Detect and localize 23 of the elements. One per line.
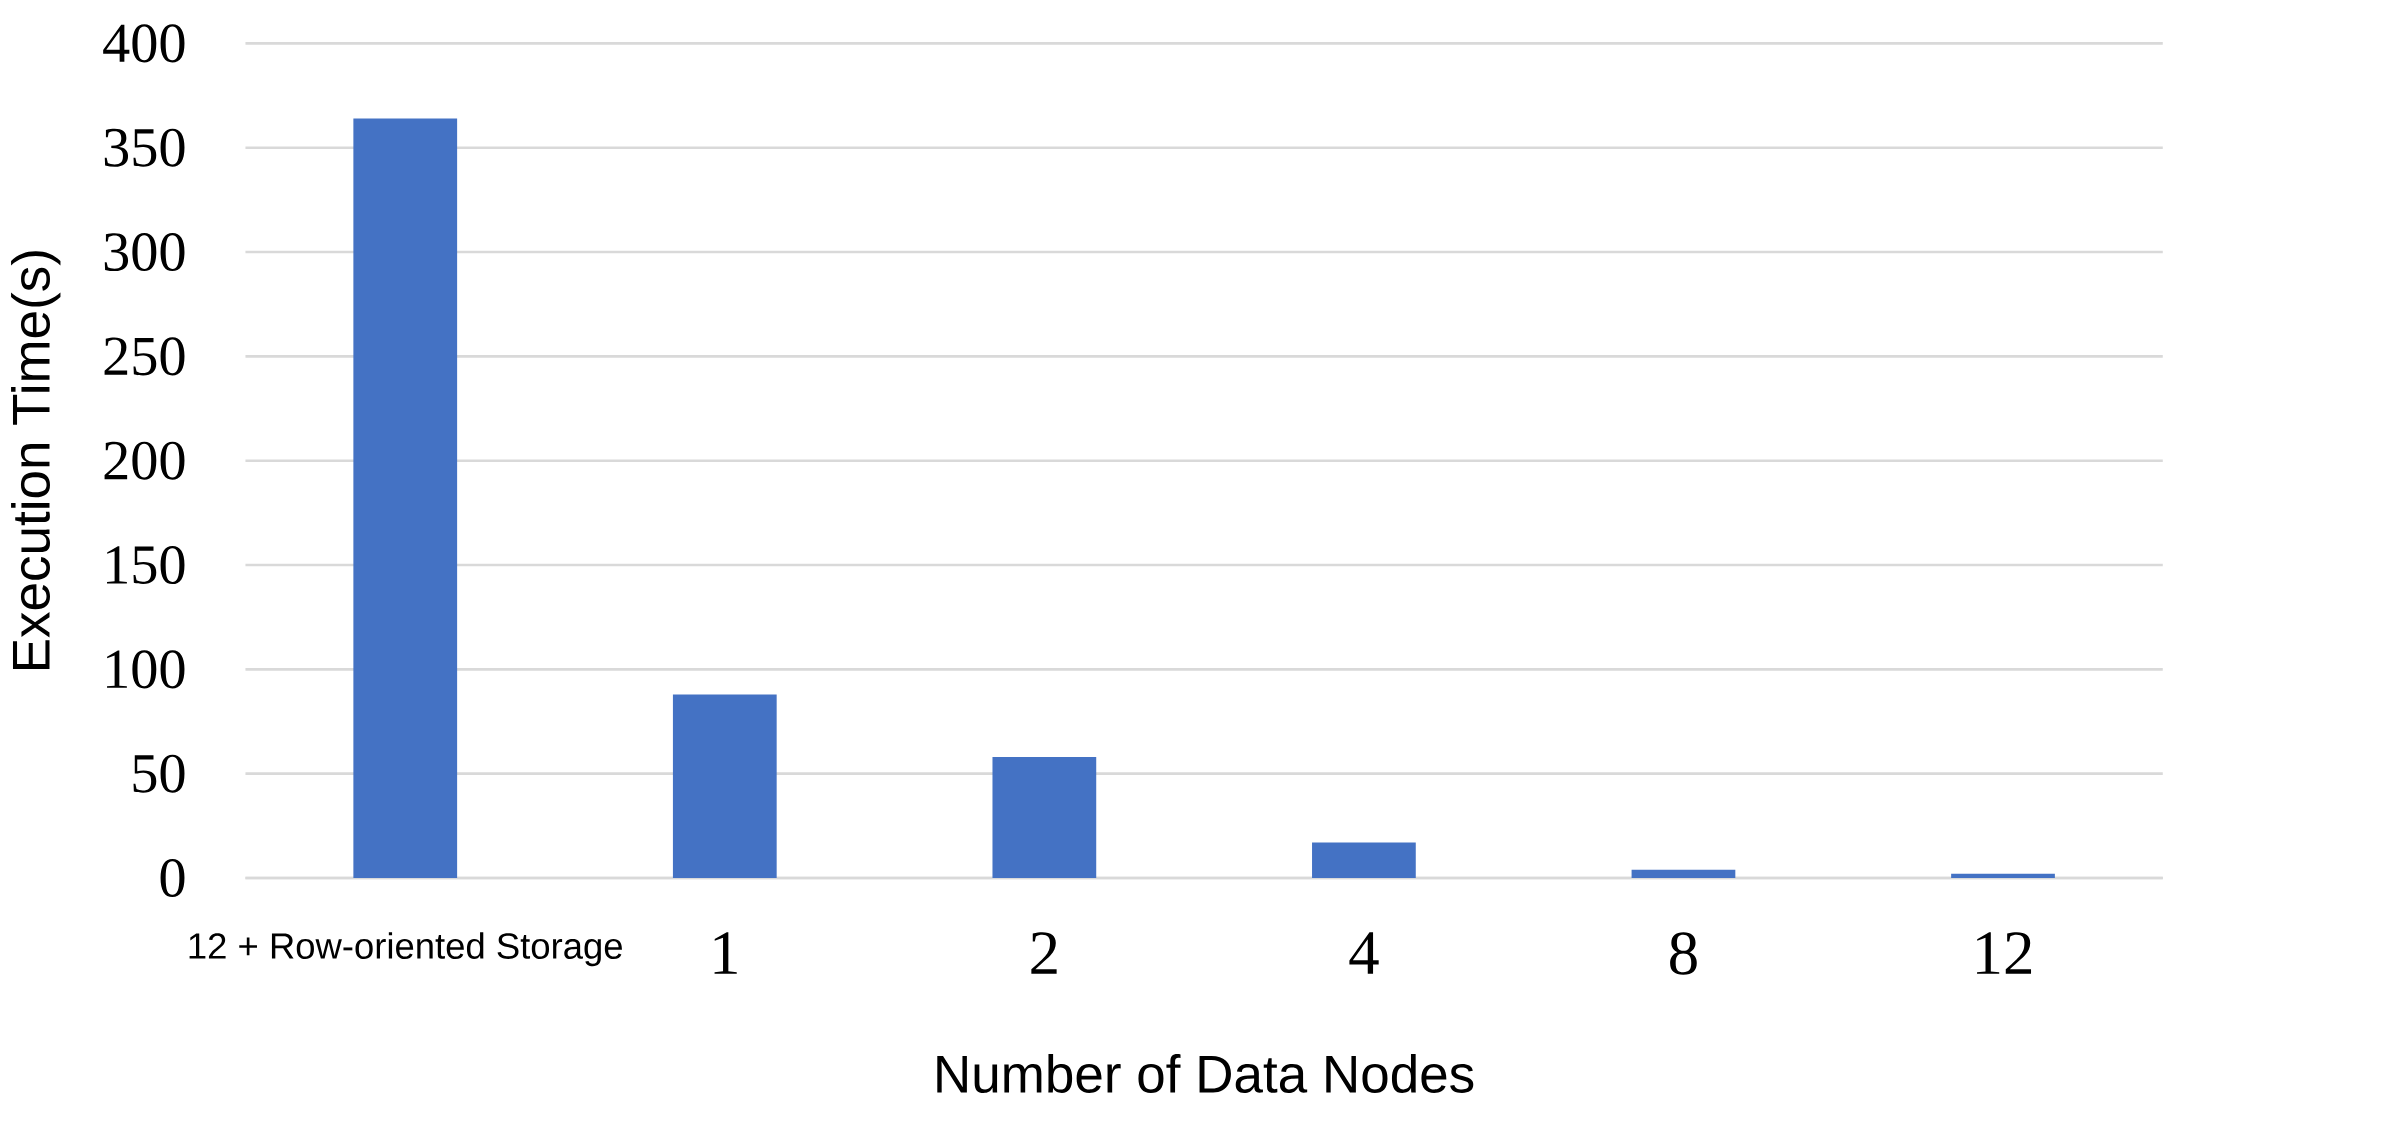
y-tick-label: 150 xyxy=(107,545,185,584)
bar xyxy=(1312,842,1416,878)
y-tick-label: 50 xyxy=(133,754,185,793)
y-tick-label: 0 xyxy=(160,858,185,897)
bar xyxy=(672,694,777,878)
x-tick-label: 4 xyxy=(1349,932,1379,974)
y-tick-label: 300 xyxy=(104,232,185,271)
y-tick-label: 200 xyxy=(104,441,185,480)
x-tick-label: 12 xyxy=(1977,931,2032,974)
bar xyxy=(992,756,1097,878)
y-tick-label: 100 xyxy=(107,650,185,689)
bar xyxy=(1631,869,1736,878)
x-tick-label: 8 xyxy=(1670,932,1697,975)
y-tick-label: 250 xyxy=(104,337,185,376)
x-axis-title: Number of Data Nodes xyxy=(937,1053,1474,1093)
y-tick-label: 350 xyxy=(104,128,185,167)
y-axis-title: Execution Time(s) xyxy=(11,251,61,669)
y-tick-label: 400 xyxy=(103,24,185,63)
bar xyxy=(1951,873,2055,878)
x-tick-label: 2 xyxy=(1031,931,1057,974)
bar xyxy=(353,118,458,878)
x-tick-label: 1 xyxy=(714,932,737,974)
x-tick-label: 12 + Row-oriented Storage xyxy=(189,932,622,966)
